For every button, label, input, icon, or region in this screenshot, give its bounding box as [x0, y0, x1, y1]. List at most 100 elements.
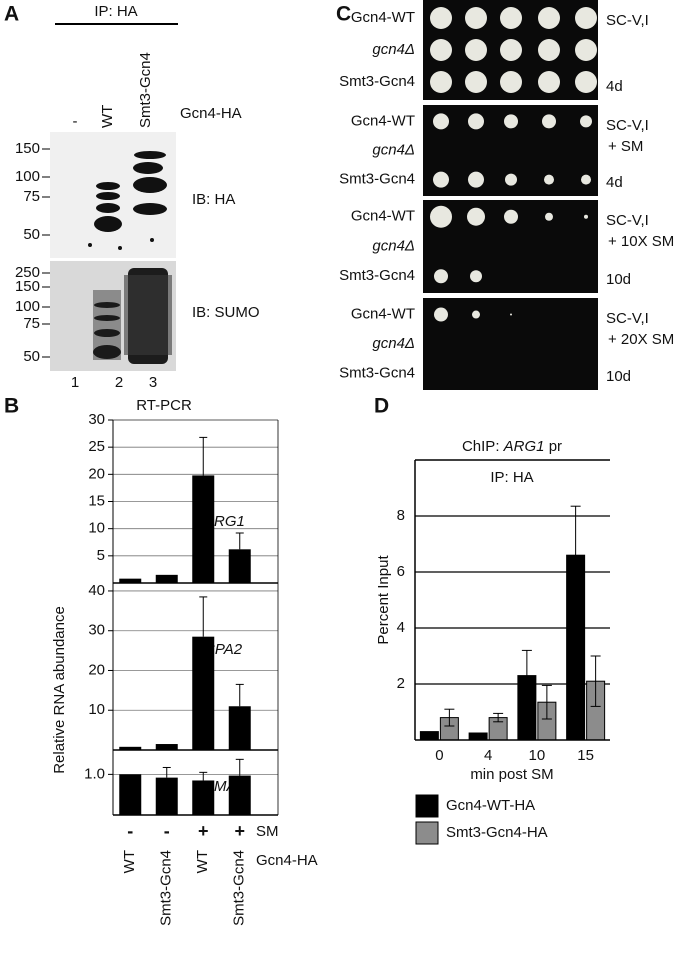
y-tick-label: 20 [88, 661, 105, 678]
colony [544, 174, 554, 185]
treatment: - [164, 821, 170, 841]
y-tick-label: 5 [97, 547, 105, 564]
band [133, 203, 167, 215]
colony [430, 39, 452, 61]
mw-marker: 250 [15, 264, 40, 281]
bar [119, 774, 142, 815]
title-part: ChIP: [462, 438, 500, 455]
colony [545, 212, 553, 221]
colony [581, 174, 591, 185]
y-tick-label: 1.0 [84, 765, 105, 782]
x-tick-label: 15 [577, 747, 594, 764]
bar [119, 746, 142, 750]
treatment: - [127, 821, 133, 841]
strain-label: Gcn4-WT [351, 112, 415, 129]
category-label: Gcn4-HA [256, 852, 318, 869]
strain-label: Gcn4-WT [351, 208, 415, 225]
speck [150, 238, 154, 242]
colony [584, 214, 588, 219]
legend-label: Gcn4-WT-HA [446, 797, 535, 814]
colony [465, 71, 487, 93]
panel-letter: C [336, 3, 351, 26]
plate-time: 4d [606, 174, 623, 191]
plate-medium: SC-V,I [606, 12, 649, 29]
colony [538, 39, 560, 61]
bar [155, 574, 178, 583]
bar [419, 731, 439, 741]
lane-name: WT [99, 105, 116, 128]
plate-addition: + 10X SM [608, 233, 674, 250]
y-tick-label: 15 [88, 492, 105, 509]
chart-title: ChIP: ARG1 pr [462, 438, 562, 455]
colony [575, 7, 597, 29]
colony [500, 71, 522, 93]
y-tick-label: 40 [88, 582, 105, 599]
strain-label: Smt3-Gcn4 [339, 364, 415, 381]
y-tick-label: 8 [397, 507, 405, 524]
x-tick-label: Smt3-Gcn4 [231, 850, 248, 926]
speck [88, 243, 92, 247]
strain-label: Smt3-Gcn4 [339, 171, 415, 188]
colony [575, 71, 597, 93]
title-part: ARG1 [503, 438, 545, 455]
colony [472, 310, 480, 319]
colony [468, 171, 484, 188]
bar [228, 775, 251, 815]
strain-label: gcn4Δ [372, 237, 415, 254]
panel-letter: A [4, 3, 19, 26]
x-tick-label: WT [121, 850, 138, 873]
band [133, 162, 163, 174]
x-tick-label: WT [194, 850, 211, 873]
lane-number: 2 [115, 374, 123, 391]
plate [423, 298, 598, 390]
colony [538, 7, 560, 29]
strain-label: Smt3-Gcn4 [339, 267, 415, 284]
panel-letter: D [374, 395, 389, 418]
y-tick-label: 10 [88, 520, 105, 537]
treatment: + [234, 821, 245, 841]
y-tick-label: 6 [397, 563, 405, 580]
mw-marker: 100 [15, 298, 40, 315]
x-axis-label: min post SM [470, 766, 553, 783]
title-part: pr [549, 438, 562, 455]
y-tick-label: 20 [88, 465, 105, 482]
legend-label: Smt3-Gcn4-HA [446, 824, 548, 841]
bar [192, 636, 215, 750]
colony [434, 269, 448, 284]
x-tick-label: 4 [484, 747, 492, 764]
colony [465, 39, 487, 61]
lane-name: - [73, 113, 78, 130]
strain-label: Gcn4-WT [351, 306, 415, 323]
bar [228, 706, 251, 750]
band [93, 345, 121, 359]
blot-label: IB: HA [192, 191, 235, 208]
y-tick-label: 30 [88, 411, 105, 428]
band [96, 192, 120, 200]
colony [504, 209, 518, 224]
band [96, 203, 120, 213]
bar [119, 578, 142, 583]
y-tick-label: 10 [88, 701, 105, 718]
treatment-label: SM [256, 823, 279, 840]
lane-label: Gcn4-HA [180, 105, 242, 122]
y-tick-label: 2 [397, 675, 405, 692]
colony [470, 270, 482, 283]
y-axis-label: Relative RNA abundance [51, 606, 68, 774]
mw-marker: 150 [15, 140, 40, 157]
mw-marker: 50 [23, 226, 40, 243]
colony [467, 207, 485, 226]
colony [433, 171, 449, 188]
band [94, 315, 120, 321]
plate-time: 4d [606, 78, 623, 95]
band [134, 151, 166, 159]
blot-label: IB: SUMO [192, 304, 260, 321]
colony [504, 114, 518, 129]
colony [430, 205, 452, 228]
colony [538, 71, 560, 93]
band [96, 182, 120, 190]
colony [430, 71, 452, 93]
colony [510, 313, 512, 316]
bar [192, 780, 215, 815]
lane-name: Smt3-Gcn4 [137, 52, 154, 128]
